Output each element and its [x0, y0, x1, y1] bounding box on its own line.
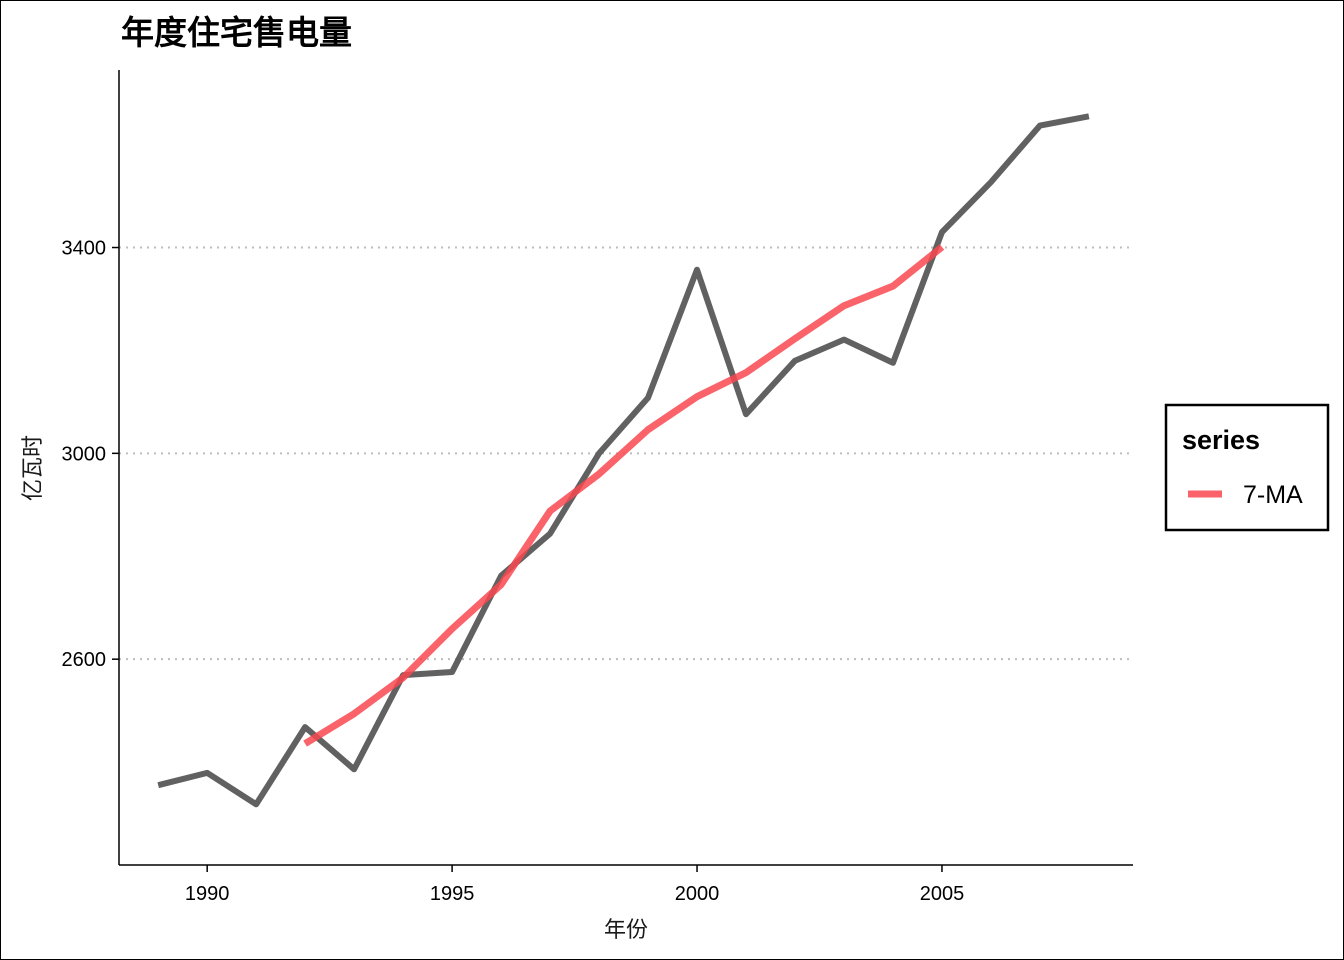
x-tick-label-1995: 1995 [430, 883, 475, 905]
legend-label-7ma: 7-MA [1243, 481, 1303, 509]
x-axis-label: 年份 [604, 918, 648, 943]
series-layer [157, 113, 1090, 808]
legend-title: series [1182, 425, 1260, 455]
series-line-data [157, 113, 1090, 808]
chart-title: 年度住宅售电量 [121, 13, 352, 52]
series-line-7ma [303, 244, 945, 747]
y-axis-label: 亿瓦时 [21, 435, 46, 501]
legend-box [1164, 403, 1330, 532]
x-ticks: 1990 1995 2000 2005 [185, 865, 964, 905]
axes [118, 70, 1133, 866]
x-tick-label-1990: 1990 [185, 883, 230, 905]
x-tick-label-2000: 2000 [675, 883, 720, 905]
legend: series 7-MA [1164, 403, 1330, 532]
y-tick-label-2600: 2600 [62, 649, 107, 671]
y-ticks: 2600 3000 3400 [62, 238, 119, 671]
y-tick-label-3400: 3400 [62, 238, 107, 260]
x-tick-label-2005: 2005 [920, 883, 965, 905]
gridlines [119, 246, 1133, 661]
y-tick-label-3000: 3000 [62, 443, 107, 465]
